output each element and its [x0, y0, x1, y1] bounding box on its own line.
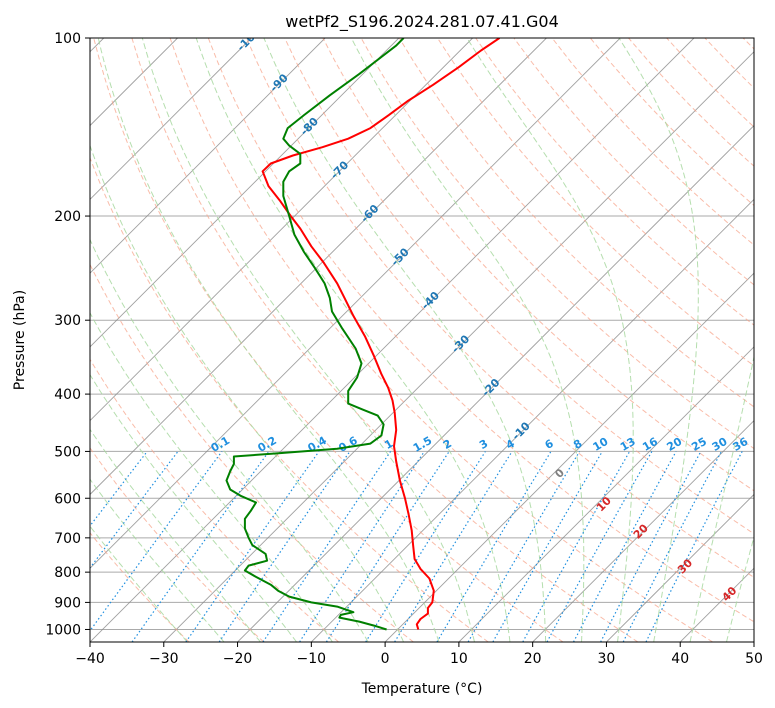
moist-adiabat-line: [689, 354, 754, 642]
x-axis-title: Temperature (°C): [361, 681, 483, 697]
moist-adiabat-line: [90, 238, 369, 642]
isotherm-line: [458, 346, 754, 642]
dry-adiabat-line: [169, 38, 713, 642]
mixing-ratio-line: [90, 451, 223, 632]
x-tick-label: 40: [671, 651, 689, 667]
dry-adiabat-line: [437, 38, 754, 367]
isotherm-line: [90, 38, 621, 569]
background-lines: [90, 38, 754, 642]
x-tick-label: −10: [297, 651, 327, 667]
dry-adiabat-line: [207, 38, 754, 623]
isotherm-line: [90, 38, 400, 348]
plot-frame: [89, 37, 755, 643]
isotherm-line: [532, 420, 754, 642]
chart-title: wetPf2_S196.2024.281.07.41.G04: [285, 12, 559, 32]
mixing-ratio-line: [262, 451, 392, 642]
y-tick-label: 100: [54, 31, 81, 47]
dry-adiabat-line: [90, 531, 190, 642]
mixing-ratio-line: [185, 451, 320, 642]
moist-adiabat-line: [263, 38, 547, 642]
y-tick-label: 600: [54, 491, 81, 507]
isotherm-line: [90, 38, 326, 274]
mixing-ratio-line: [218, 451, 351, 642]
x-tick-label: 20: [524, 651, 542, 667]
isotherm-line: [90, 38, 473, 422]
mixing-ratio-line: [572, 451, 677, 642]
isotherm-line: [90, 38, 252, 200]
isotherm-line: [90, 38, 547, 496]
moist-adiabat-line: [618, 38, 699, 642]
moist-adiabat-line: [97, 38, 440, 642]
y-axis-title: Pressure (hPa): [12, 290, 28, 390]
dry-adiabat-line: [90, 358, 339, 642]
mixing-ratio-line: [90, 451, 148, 527]
moist-adiabat-line: [90, 373, 297, 642]
mixing-ratio-line: [299, 451, 425, 642]
y-tick-label: 500: [54, 444, 81, 460]
y-tick-label: 400: [54, 387, 81, 403]
isotherm-line: [90, 38, 695, 642]
x-tick-label: −30: [149, 651, 179, 667]
dewpoint-line: [225, 38, 405, 631]
y-tick-label: 700: [54, 531, 81, 547]
y-tick-label: 300: [54, 313, 81, 329]
mixing-ratio-line: [622, 451, 722, 642]
dry-adiabat-line: [284, 38, 754, 535]
x-tick-label: −20: [223, 651, 253, 667]
y-tick-label: 900: [54, 595, 81, 611]
temperature-line: [261, 38, 501, 630]
dry-adiabat-line: [360, 38, 754, 450]
data-series: [225, 38, 501, 631]
moist-adiabat-line: [90, 428, 261, 642]
isotherm-line: [384, 272, 754, 642]
x-tick-label: 0: [381, 651, 390, 667]
mixing-ratio-line: [90, 451, 179, 569]
moist-adiabat-line: [350, 38, 585, 642]
dry-adiabat-line: [90, 447, 265, 642]
moist-adiabat-line: [90, 144, 405, 642]
mixing-ratio-line: [325, 451, 450, 642]
x-tick-label: 50: [745, 651, 763, 667]
axes: −40 −30 −20 −10 0 10 20 30 40 50 100 200 300 400 500 60…: [45, 31, 763, 667]
y-tick-label: 200: [54, 209, 81, 225]
dry-adiabat-line: [93, 38, 564, 642]
x-tick-label: 30: [598, 651, 616, 667]
mixing-ratio-line: [394, 451, 513, 642]
moist-adiabat-line: [90, 525, 188, 642]
dry-adiabat-line: [131, 38, 639, 642]
x-tick-label: 10: [450, 651, 468, 667]
isotherm-line: [237, 124, 754, 642]
mixing-ratio-line: [546, 451, 653, 642]
isotherm-line: [163, 51, 754, 642]
dry-adiabat-line: [90, 263, 414, 642]
y-tick-label: 1000: [45, 622, 81, 638]
moist-adiabat-line: [90, 478, 225, 642]
moist-adiabat-line: [195, 38, 511, 642]
mixing-ratio-line: [522, 451, 631, 642]
isotherm-line: [606, 493, 754, 642]
mixing-ratio-line: [645, 451, 743, 642]
y-tick-label: 800: [54, 565, 81, 581]
moist-adiabat-line: [141, 38, 475, 642]
x-tick-label: −40: [75, 651, 105, 667]
dry-adiabat-line: [322, 38, 754, 492]
